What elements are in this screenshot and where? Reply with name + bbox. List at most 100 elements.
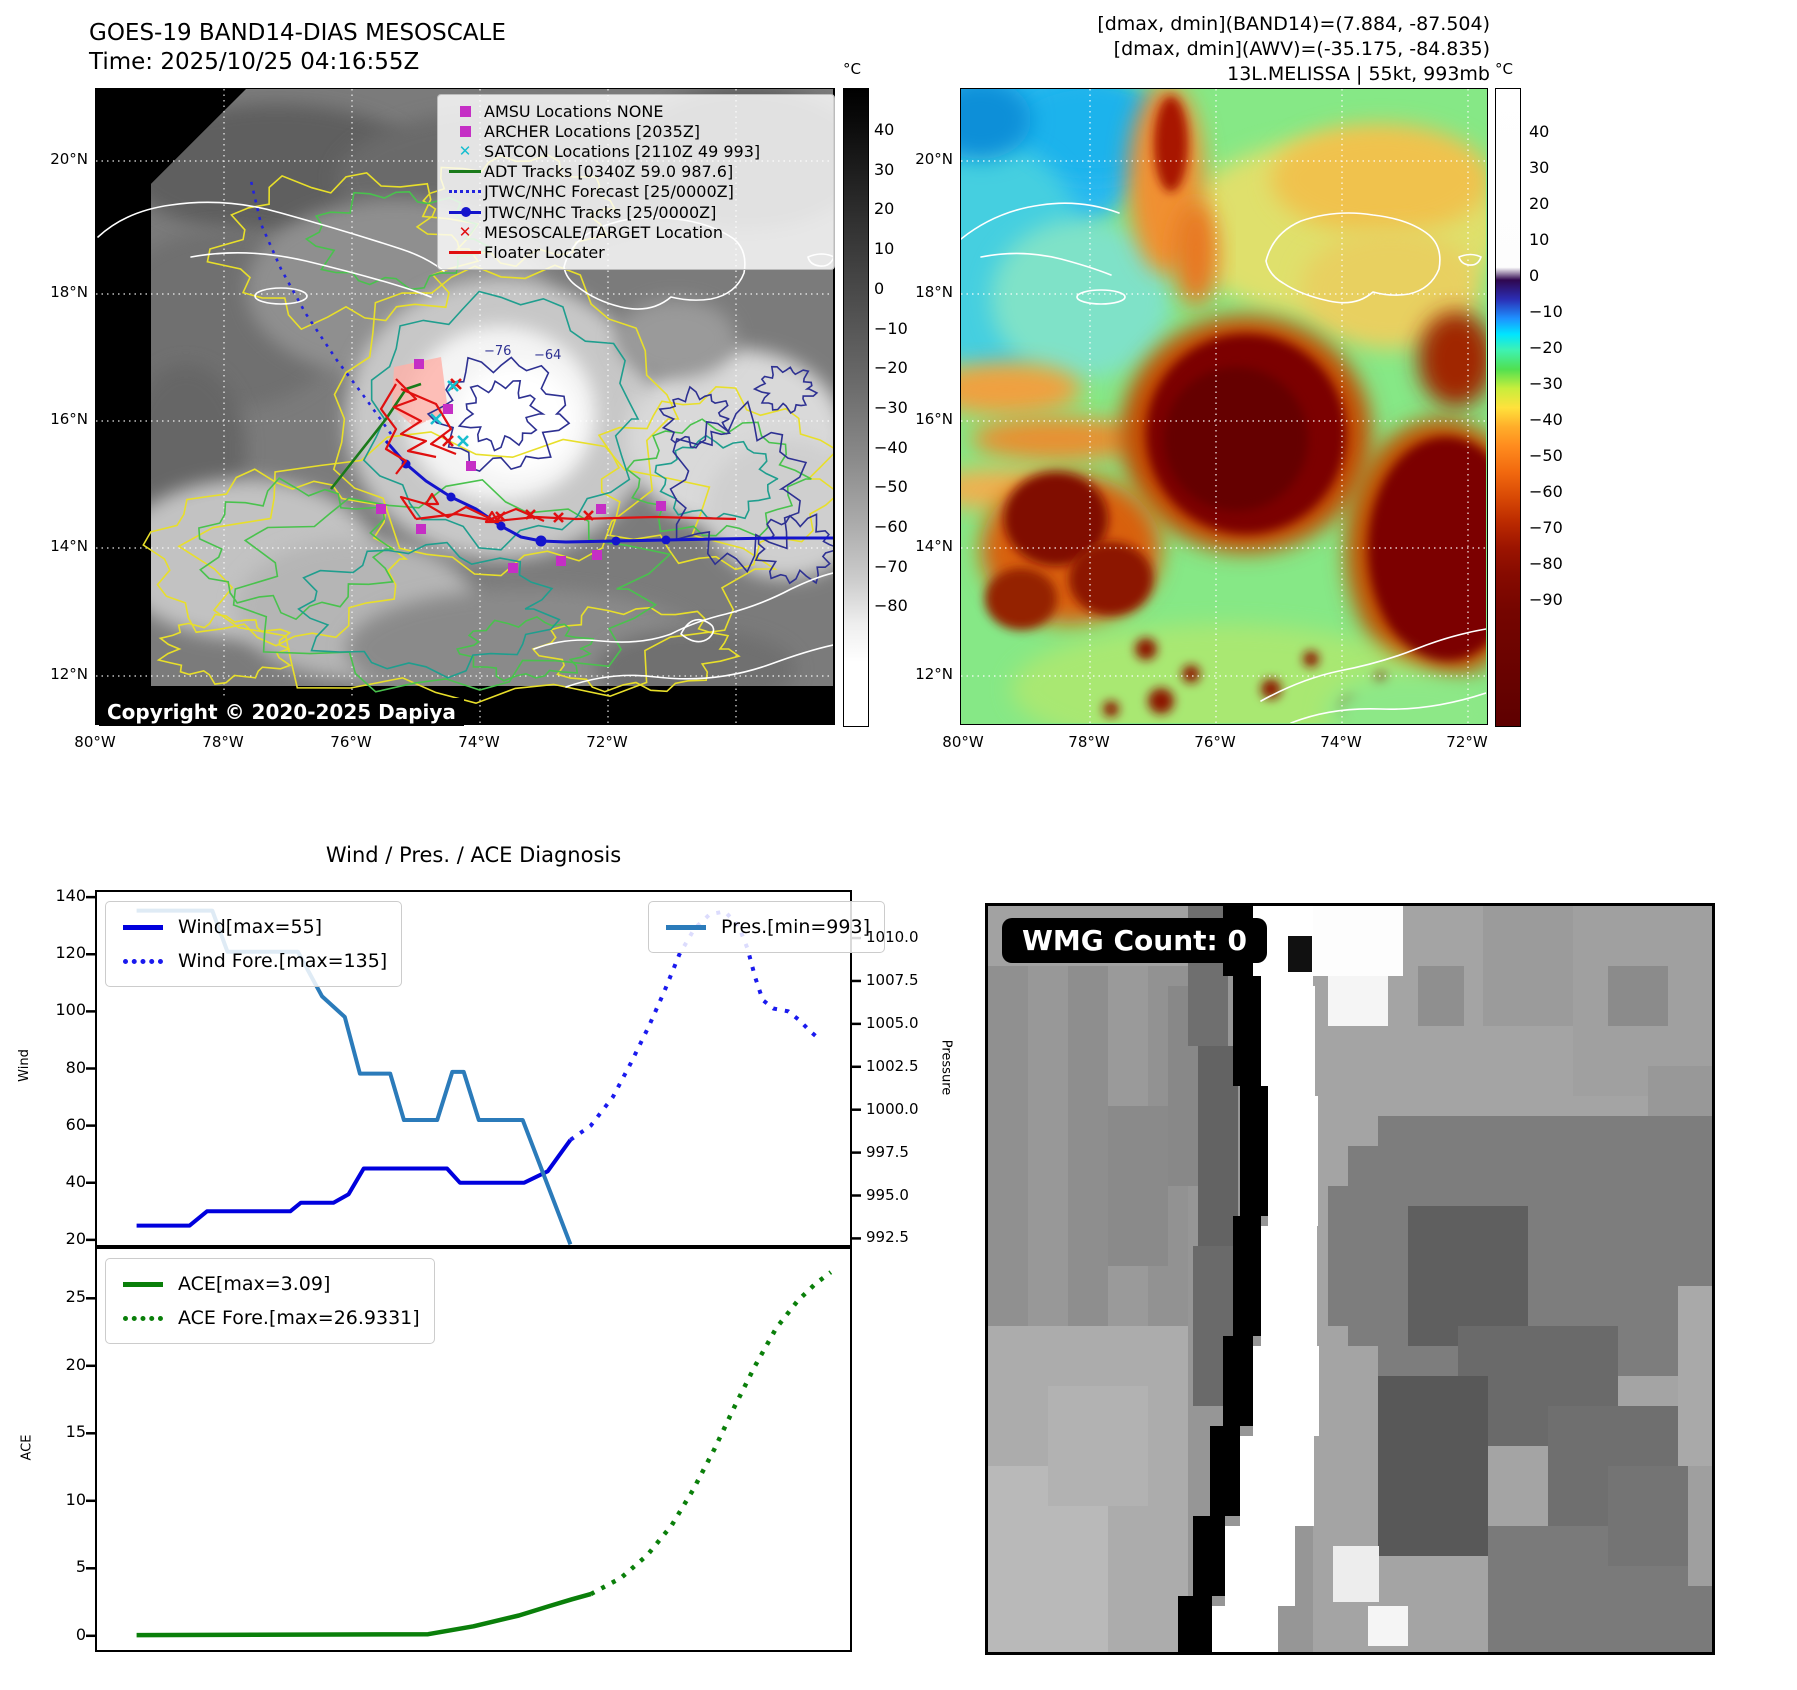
mesoscale-pink-patch [392,357,448,427]
pressure-ytick: 1002.5 [866,1056,919,1075]
cuba-south-coast [190,252,432,298]
ace-ytick: 20 [65,1354,86,1374]
map1-lon-tick: 72°W [586,733,628,751]
pressure-axis-label: Pressure [938,1039,954,1096]
panel1-title-line1: GOES-19 BAND14-DIAS MESOSCALE [89,20,506,46]
panel1-title-line2: Time: 2025/10/25 04:16:55Z [89,49,420,75]
map2-lon-tick: 78°W [1068,733,1110,751]
pressure-ytick: 997.5 [866,1142,909,1161]
colorbar1-tick: 10 [874,239,895,259]
wind-ytick: 100 [55,1000,86,1020]
map-legend-row: ADT Tracks [0340Z 59.0 987.6] [446,162,826,182]
colorbar2-tick: −80 [1529,554,1563,573]
pressure-ytick: 995.0 [866,1185,909,1204]
pressure-ytick: 992.5 [866,1228,909,1247]
copyright: Copyright © 2020-2025 Dapiya [99,698,464,726]
map-legend-label: MESOSCALE/TARGET Location [484,222,723,242]
pressure-ytick: 1005.0 [866,1013,919,1032]
colorbar2-unit: °C [1495,60,1513,78]
map-legend-row: Floater Locater [446,242,826,262]
graticule [961,89,1486,723]
contour-label-76: −76 [484,344,511,359]
map1-lon-tick: 80°W [74,733,116,751]
colorbar2-tick: 30 [1529,158,1550,177]
colorbar1-tick: −70 [874,556,908,576]
x-marker-icon: ✕ [458,142,472,161]
ace-ytick: 25 [65,1287,86,1307]
map1-lat-tick: 16°N [50,410,88,428]
line-sample-icon [446,250,484,254]
adt-track [329,382,422,490]
jamaica-coast [1076,289,1126,305]
map-legend-row: JTWC/NHC Forecast [25/0000Z] [446,182,826,202]
pressure-ytick: 1007.5 [866,970,919,989]
wind-ytick: 60 [65,1114,86,1134]
dmax-dmin-awv: [dmax, dmin](AWV)=(-35.175, -84.835) [1113,38,1490,60]
venezuela-coast [1290,692,1486,723]
colorbar1-tick: 0 [874,278,885,298]
cuba-coast [97,201,445,272]
south-america-coast [1260,628,1486,702]
map-legend-label: Floater Locater [484,242,605,262]
map1-lat-tick: 18°N [50,283,88,301]
map-legend-row: ✕ MESOSCALE/TARGET Location [446,222,826,242]
legend-label: ACE[max=3.09] [178,1273,331,1295]
map2-lat-tick: 20°N [915,150,953,168]
colorbar2-tick: −60 [1529,482,1563,501]
map2-lat-tick: 16°N [915,410,953,428]
wind-ytick: 40 [65,1171,86,1191]
dotted-line-sample [120,1315,166,1321]
colorbar2-tick: 40 [1529,122,1550,141]
wmg-count-badge: WMG Count: 0 [1002,918,1267,963]
wmg-mask-image [988,906,1712,1652]
map1-lat-tick: 20°N [50,150,88,168]
colorbar2-tick: −50 [1529,446,1563,465]
map-legend-row: JTWC/NHC Tracks [25/0000Z] [446,202,826,222]
map-legend: AMSU Locations NONE ARCHER Locations [203… [437,94,835,270]
satcon-x-markers [430,380,469,447]
colorbar1-tick: −60 [874,517,908,536]
contour-label-64: −64 [534,348,561,363]
legend-label: Wind[max=55] [178,916,323,938]
jamaica-coast [254,287,308,305]
jtwc-track [384,440,833,544]
x-marker-icon: ✕ [458,223,472,242]
solid-line-sample [663,924,709,930]
map2-lon-tick: 74°W [1320,733,1362,751]
ace-ytick: 5 [75,1557,86,1577]
line-sample-icon [446,170,484,174]
colorbar2 [1495,88,1521,727]
colorbar1-tick: 20 [874,199,895,219]
dotted-line-sample [120,958,166,964]
line-dot-sample-icon [446,207,484,218]
map-legend-row: AMSU Locations NONE [446,101,826,121]
hispaniola-coast [1265,212,1441,304]
panel2-header: [dmax, dmin](BAND14)=(7.884, -87.504) [d… [1000,12,1490,87]
legend-row: Wind[max=55] [120,910,387,944]
colorbar1 [843,88,869,727]
storm-tracks [249,180,833,573]
awv-imagery [961,89,1486,723]
colorbar2-tick: −30 [1529,374,1563,393]
map-legend-label: ADT Tracks [0340Z 59.0 987.6] [484,162,734,182]
map1-lat-tick: 14°N [50,537,88,555]
colorbar1-tick: 30 [874,159,895,179]
map1-lon-tick: 74°W [458,733,500,751]
ace-ytick: 0 [75,1624,86,1644]
jtwc-track-dots [401,459,671,547]
venezuela-coast [565,644,833,688]
map-legend-label: JTWC/NHC Forecast [25/0000Z] [484,182,734,202]
map-legend-label: SATCON Locations [2110Z 49 993] [484,141,761,161]
red-x-markers [442,378,594,523]
colorbar1-tick: −20 [874,358,908,378]
amsu-archer-squares [376,359,666,573]
legend-row: Pres.[min=993] [663,910,870,944]
wind-ytick: 80 [65,1057,86,1077]
wind-ytick: 120 [55,943,86,963]
map2-lon-tick: 72°W [1446,733,1488,751]
ace-ytick: 10 [65,1489,86,1509]
colorbar1-unit: °C [843,60,861,78]
map2-lat-tick: 14°N [915,537,953,555]
map2-lon-tick: 80°W [942,733,984,751]
